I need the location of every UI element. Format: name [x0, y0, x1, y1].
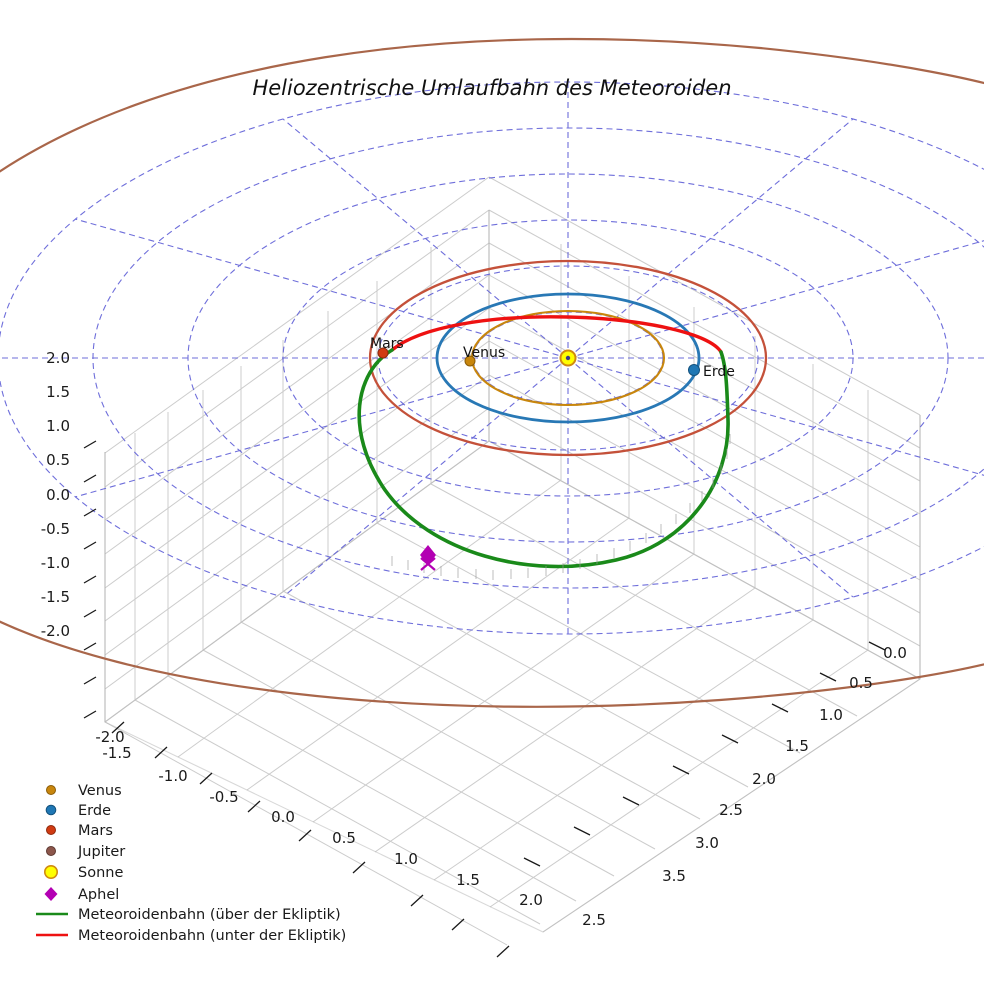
- z-tick-7: -1.5: [41, 588, 70, 606]
- planet-label-mars: Mars: [370, 336, 404, 352]
- x-tick-6: 1.0: [394, 850, 418, 868]
- orbit-jupiter: [0, 37, 984, 708]
- planet-label-venus: Venus: [463, 345, 505, 361]
- x-tick-4: 0.0: [271, 808, 295, 826]
- x-tick-2: -1.0: [158, 767, 187, 785]
- z-tick-4: 0.0: [46, 486, 70, 504]
- legend-marker-mars-icon: [46, 825, 56, 835]
- orbit-mars: [368, 259, 768, 457]
- x-axis-ticks: [111, 721, 510, 958]
- x-tick-9: 2.5: [582, 911, 606, 929]
- legend-item-meteoroid-below[interactable]: Meteoroidenbahn (unter der Ekliptik): [36, 928, 346, 944]
- legend: Venus Erde Mars Jupiter Sonne Aphel: [36, 783, 346, 944]
- chart-title: Heliozentrische Umlaufbahn des Meteoroid…: [252, 76, 731, 100]
- y-tick-1: 0.5: [849, 674, 873, 692]
- aphel-marker: [420, 545, 436, 571]
- orbit-projection-stems: [391, 434, 731, 580]
- legend-marker-jupiter-icon: [46, 846, 56, 856]
- x-tick-8: 2.0: [519, 891, 543, 909]
- y-axis-tick-labels: 0.0 0.5 1.0 1.5 2.0 2.5 3.0 3.5: [662, 644, 907, 885]
- z-tick-0: 2.0: [46, 349, 70, 367]
- legend-item-aphel[interactable]: Aphel: [44, 887, 120, 903]
- z-tick-6: -1.0: [41, 554, 70, 572]
- legend-item-jupiter[interactable]: Jupiter: [46, 844, 126, 860]
- planet-erde: Erde: [688, 364, 735, 380]
- meteoroid-orbit-above: [357, 348, 730, 569]
- y-tick-7: 3.5: [662, 867, 686, 885]
- z-tick-2: 1.0: [46, 417, 70, 435]
- orbit-erde: [435, 292, 701, 424]
- axes-pane-grid: [104, 176, 921, 723]
- legend-marker-aphel-icon: [44, 887, 58, 901]
- legend-label-mars: Mars: [78, 823, 113, 839]
- legend-item-sonne[interactable]: Sonne: [43, 864, 124, 881]
- legend-item-mars[interactable]: Mars: [46, 823, 113, 839]
- legend-marker-venus-icon: [46, 785, 56, 795]
- z-axis-ticks: [83, 440, 97, 719]
- z-axis-tick-labels: 2.0 1.5 1.0 0.5 0.0 -0.5 -1.0 -1.5 -2.0: [41, 349, 70, 640]
- y-axis-ticks: [523, 641, 886, 867]
- z-tick-5: -0.5: [41, 520, 70, 538]
- y-tick-4: 2.0: [752, 770, 776, 788]
- x-tick-7: 1.5: [456, 871, 480, 889]
- legend-label-erde: Erde: [78, 803, 111, 819]
- z-tick-3: 0.5: [46, 451, 70, 469]
- y-tick-2: 1.0: [819, 706, 843, 724]
- y-tick-5: 2.5: [719, 801, 743, 819]
- planet-label-erde: Erde: [703, 364, 735, 380]
- legend-item-erde[interactable]: Erde: [45, 803, 111, 819]
- z-tick-1: 1.5: [46, 383, 70, 401]
- x-tick-5: 0.5: [332, 829, 356, 847]
- axes-box-edges: [103, 210, 922, 933]
- z-tick-8: -2.0: [41, 622, 70, 640]
- planet-venus: Venus: [463, 345, 505, 367]
- legend-label-sonne: Sonne: [78, 865, 123, 881]
- sun-marker: [559, 349, 577, 367]
- y-tick-0: 0.0: [883, 644, 907, 662]
- x-tick-3: -0.5: [209, 788, 238, 806]
- x-tick-0: -2.0: [95, 728, 124, 746]
- legend-label-meteoroid-above: Meteoroidenbahn (über der Ekliptik): [78, 907, 341, 923]
- y-tick-6: 3.0: [695, 834, 719, 852]
- x-axis-tick-labels: -2.0 -1.5 -1.0 -0.5 0.0 0.5 1.0 1.5 2.0 …: [95, 728, 606, 929]
- legend-label-aphel: Aphel: [78, 887, 119, 903]
- y-tick-3: 1.5: [785, 737, 809, 755]
- legend-label-meteoroid-below: Meteoroidenbahn (unter der Ekliptik): [78, 928, 346, 944]
- meteoroid-orbit-below: [390, 315, 723, 354]
- legend-label-venus: Venus: [78, 783, 122, 799]
- x-tick-1: -1.5: [102, 744, 131, 762]
- legend-marker-erde-icon: [45, 804, 57, 816]
- legend-item-venus[interactable]: Venus: [46, 783, 122, 799]
- planet-mars: Mars: [370, 336, 404, 359]
- legend-label-jupiter: Jupiter: [77, 844, 125, 860]
- legend-marker-sonne-icon: [43, 864, 58, 879]
- legend-item-meteoroid-above[interactable]: Meteoroidenbahn (über der Ekliptik): [36, 907, 341, 923]
